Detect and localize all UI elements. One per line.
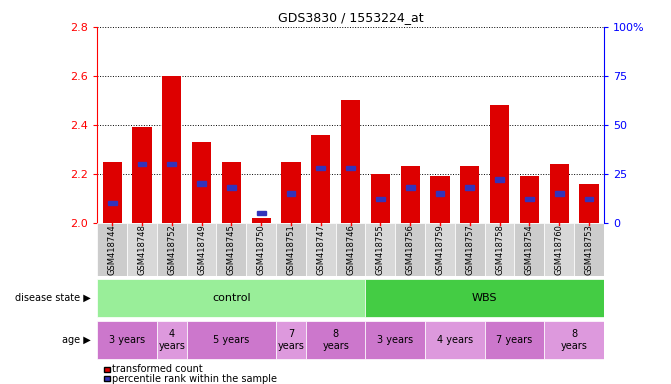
Text: GSM418746: GSM418746 xyxy=(346,224,355,275)
Bar xyxy=(246,223,276,276)
Bar xyxy=(311,135,331,223)
Bar xyxy=(287,191,295,195)
Bar xyxy=(395,223,425,276)
Text: GSM418760: GSM418760 xyxy=(555,224,564,275)
Text: 4
years: 4 years xyxy=(158,329,185,351)
Text: GSM418759: GSM418759 xyxy=(435,224,444,275)
Bar xyxy=(138,162,146,166)
Bar xyxy=(465,185,474,190)
Bar xyxy=(550,164,569,223)
Text: 8
years: 8 years xyxy=(561,329,588,351)
Text: GSM418754: GSM418754 xyxy=(525,224,534,275)
Text: 8
years: 8 years xyxy=(322,329,349,351)
Bar xyxy=(157,321,187,359)
Text: 7
years: 7 years xyxy=(278,329,305,351)
Bar xyxy=(346,166,355,170)
Text: GSM418756: GSM418756 xyxy=(406,224,415,275)
Bar xyxy=(162,76,181,223)
Text: 7 years: 7 years xyxy=(497,335,533,345)
Bar xyxy=(460,166,480,223)
Bar xyxy=(167,162,176,166)
Bar xyxy=(455,223,484,276)
Text: control: control xyxy=(212,293,251,303)
Bar xyxy=(370,174,390,223)
Bar xyxy=(525,197,534,202)
Text: age ▶: age ▶ xyxy=(62,335,91,345)
Text: GSM418752: GSM418752 xyxy=(167,224,176,275)
Bar xyxy=(555,191,564,195)
Text: GSM418749: GSM418749 xyxy=(197,224,206,275)
Bar xyxy=(221,162,241,223)
Bar xyxy=(579,184,599,223)
Bar xyxy=(97,321,157,359)
Text: GSM418745: GSM418745 xyxy=(227,224,236,275)
Bar xyxy=(376,197,385,202)
Bar xyxy=(544,321,604,359)
Bar xyxy=(281,162,301,223)
Text: GSM418758: GSM418758 xyxy=(495,224,504,275)
Bar xyxy=(484,223,515,276)
Bar xyxy=(276,223,306,276)
Text: 4 years: 4 years xyxy=(437,335,473,345)
Bar xyxy=(435,191,444,195)
Text: transformed count: transformed count xyxy=(112,364,203,374)
Bar xyxy=(366,279,604,316)
Text: GSM418751: GSM418751 xyxy=(287,224,295,275)
Bar xyxy=(366,321,425,359)
Bar xyxy=(430,176,450,223)
Text: 5 years: 5 years xyxy=(213,335,250,345)
Bar xyxy=(276,321,306,359)
Text: GSM418750: GSM418750 xyxy=(257,224,266,275)
Bar xyxy=(341,100,360,223)
Bar xyxy=(257,211,266,215)
Bar xyxy=(127,223,157,276)
Text: GSM418755: GSM418755 xyxy=(376,224,385,275)
Bar xyxy=(108,201,117,205)
Bar xyxy=(515,223,544,276)
Bar xyxy=(336,223,366,276)
Bar xyxy=(520,176,539,223)
Text: disease state ▶: disease state ▶ xyxy=(15,293,91,303)
Bar xyxy=(227,185,236,190)
Bar xyxy=(584,197,593,202)
Text: WBS: WBS xyxy=(472,293,497,303)
Text: 3 years: 3 years xyxy=(377,335,413,345)
Bar xyxy=(490,105,509,223)
Bar xyxy=(97,223,127,276)
Text: GSM418747: GSM418747 xyxy=(316,224,325,275)
Bar xyxy=(316,166,325,170)
Bar xyxy=(252,218,271,223)
Bar xyxy=(306,321,366,359)
Bar xyxy=(425,223,455,276)
Title: GDS3830 / 1553224_at: GDS3830 / 1553224_at xyxy=(278,11,423,24)
Bar xyxy=(366,223,395,276)
Bar xyxy=(484,321,544,359)
Bar xyxy=(197,181,206,186)
Bar xyxy=(187,321,276,359)
Bar xyxy=(192,142,211,223)
Bar xyxy=(103,162,122,223)
Text: percentile rank within the sample: percentile rank within the sample xyxy=(112,374,277,384)
Bar xyxy=(217,223,246,276)
Bar xyxy=(157,223,187,276)
Text: GSM418748: GSM418748 xyxy=(138,224,146,275)
Bar xyxy=(132,127,152,223)
Bar xyxy=(306,223,336,276)
Text: GSM418753: GSM418753 xyxy=(584,224,594,275)
Bar xyxy=(425,321,484,359)
Bar xyxy=(495,177,504,182)
Text: 3 years: 3 years xyxy=(109,335,145,345)
Bar xyxy=(574,223,604,276)
Bar xyxy=(97,279,366,316)
Bar xyxy=(544,223,574,276)
Text: GSM418744: GSM418744 xyxy=(107,224,117,275)
Text: GSM418757: GSM418757 xyxy=(465,224,474,275)
Bar xyxy=(406,185,415,190)
Bar xyxy=(187,223,217,276)
Bar xyxy=(401,166,420,223)
